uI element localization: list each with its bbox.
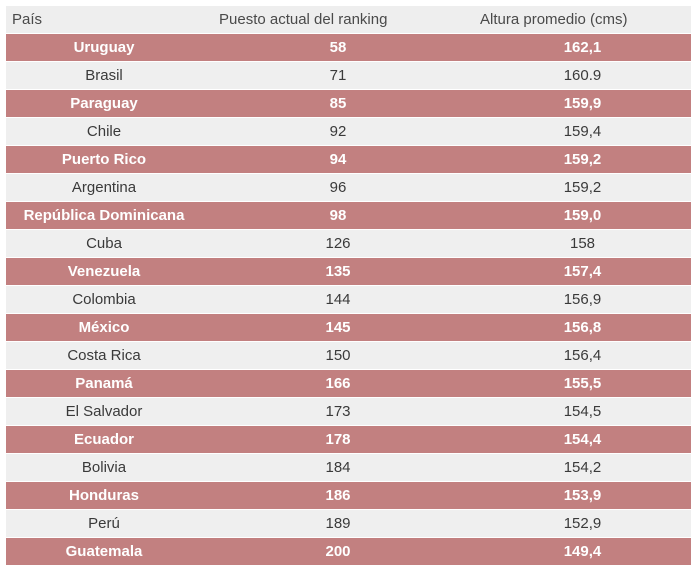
cell-pais: Guatemala xyxy=(65,543,143,560)
cell-altura: 156,4 xyxy=(563,347,602,364)
cell-pais: Perú xyxy=(88,515,120,532)
cell-puesto: 98 xyxy=(329,207,347,224)
cell-pais: Bolivia xyxy=(81,459,127,476)
table-row: Uruguay 58 162,1 xyxy=(6,34,691,62)
cell-pais: República Dominicana xyxy=(23,207,185,224)
cell-puesto: 166 xyxy=(325,375,351,392)
cell-altura: 154,4 xyxy=(563,431,602,448)
table-header-row: País Puesto actual del ranking Altura pr… xyxy=(6,6,691,34)
cell-pais: El Salvador xyxy=(65,403,143,420)
cell-altura: 154,5 xyxy=(563,403,602,420)
cell-altura: 159,4 xyxy=(563,123,602,140)
table-row: Brasil 71 160.9 xyxy=(6,62,691,90)
cell-pais: Ecuador xyxy=(73,431,134,448)
cell-altura: 157,4 xyxy=(563,263,602,280)
cell-pais: Uruguay xyxy=(73,39,135,56)
cell-puesto: 144 xyxy=(325,291,351,308)
cell-pais: Brasil xyxy=(85,67,123,84)
cell-puesto: 145 xyxy=(325,319,351,336)
cell-altura: 159,0 xyxy=(563,207,602,224)
cell-puesto: 150 xyxy=(325,347,351,364)
cell-pais: Puerto Rico xyxy=(61,151,147,168)
cell-puesto: 189 xyxy=(325,515,351,532)
table-row: Guatemala 200 149,4 xyxy=(6,538,691,566)
cell-altura: 158 xyxy=(569,235,596,252)
cell-puesto: 184 xyxy=(325,459,351,476)
cell-pais: Paraguay xyxy=(70,95,138,112)
cell-altura: 149,4 xyxy=(563,543,602,560)
cell-puesto: 178 xyxy=(325,431,351,448)
cell-altura: 153,9 xyxy=(563,487,602,504)
cell-altura: 162,1 xyxy=(563,39,602,56)
cell-puesto: 126 xyxy=(325,235,351,252)
table-row: Colombia 144 156,9 xyxy=(6,286,691,314)
table-row: Panamá 166 155,5 xyxy=(6,370,691,398)
table-row: Honduras 186 153,9 xyxy=(6,482,691,510)
cell-altura: 155,5 xyxy=(563,375,602,392)
height-ranking-table: País Puesto actual del ranking Altura pr… xyxy=(6,6,691,566)
table-row: Chile 92 159,4 xyxy=(6,118,691,146)
cell-altura: 159,2 xyxy=(563,179,602,196)
cell-pais: Colombia xyxy=(72,291,136,308)
cell-pais: Argentina xyxy=(71,179,137,196)
table-row: El Salvador 173 154,5 xyxy=(6,398,691,426)
column-header-puesto: Puesto actual del ranking xyxy=(219,11,388,28)
cell-pais: Costa Rica xyxy=(67,347,141,364)
cell-pais: Chile xyxy=(86,123,122,140)
cell-altura: 152,9 xyxy=(563,515,602,532)
cell-puesto: 58 xyxy=(329,39,347,56)
cell-pais: México xyxy=(78,319,130,336)
cell-puesto: 85 xyxy=(329,95,347,112)
cell-altura: 159,2 xyxy=(563,151,602,168)
cell-altura: 160.9 xyxy=(563,67,602,84)
cell-puesto: 92 xyxy=(329,123,347,140)
table-row: República Dominicana 98 159,0 xyxy=(6,202,691,230)
table-body: Uruguay 58 162,1 Brasil 71 160.9 Paraguay 85 159… xyxy=(6,34,691,566)
cell-altura: 159,9 xyxy=(563,95,602,112)
cell-pais: Honduras xyxy=(68,487,139,504)
cell-puesto: 135 xyxy=(325,263,351,280)
table-row: Ecuador 178 154,4 xyxy=(6,426,691,454)
column-header-pais: País xyxy=(12,11,43,28)
table-row: Puerto Rico 94 159,2 xyxy=(6,146,691,174)
cell-pais: Venezuela xyxy=(67,263,141,280)
table-row: Venezuela 135 157,4 xyxy=(6,258,691,286)
table-row: Costa Rica 150 156,4 xyxy=(6,342,691,370)
cell-puesto: 186 xyxy=(325,487,351,504)
cell-puesto: 96 xyxy=(329,179,347,196)
table-row: Paraguay 85 159,9 xyxy=(6,90,691,118)
cell-puesto: 94 xyxy=(329,151,347,168)
cell-puesto: 173 xyxy=(325,403,351,420)
cell-puesto: 200 xyxy=(325,543,351,560)
cell-pais: Panamá xyxy=(75,375,133,392)
table-row: Argentina 96 159,2 xyxy=(6,174,691,202)
cell-altura: 154,2 xyxy=(563,459,602,476)
table-row: Cuba 126 158 xyxy=(6,230,691,258)
cell-pais: Cuba xyxy=(86,235,122,252)
cell-puesto: 71 xyxy=(329,67,347,84)
table-row: México 145 156,8 xyxy=(6,314,691,342)
table-row: Perú 189 152,9 xyxy=(6,510,691,538)
column-header-altura: Altura promedio (cms) xyxy=(480,11,628,28)
cell-altura: 156,8 xyxy=(563,319,602,336)
cell-altura: 156,9 xyxy=(563,291,602,308)
table-row: Bolivia 184 154,2 xyxy=(6,454,691,482)
